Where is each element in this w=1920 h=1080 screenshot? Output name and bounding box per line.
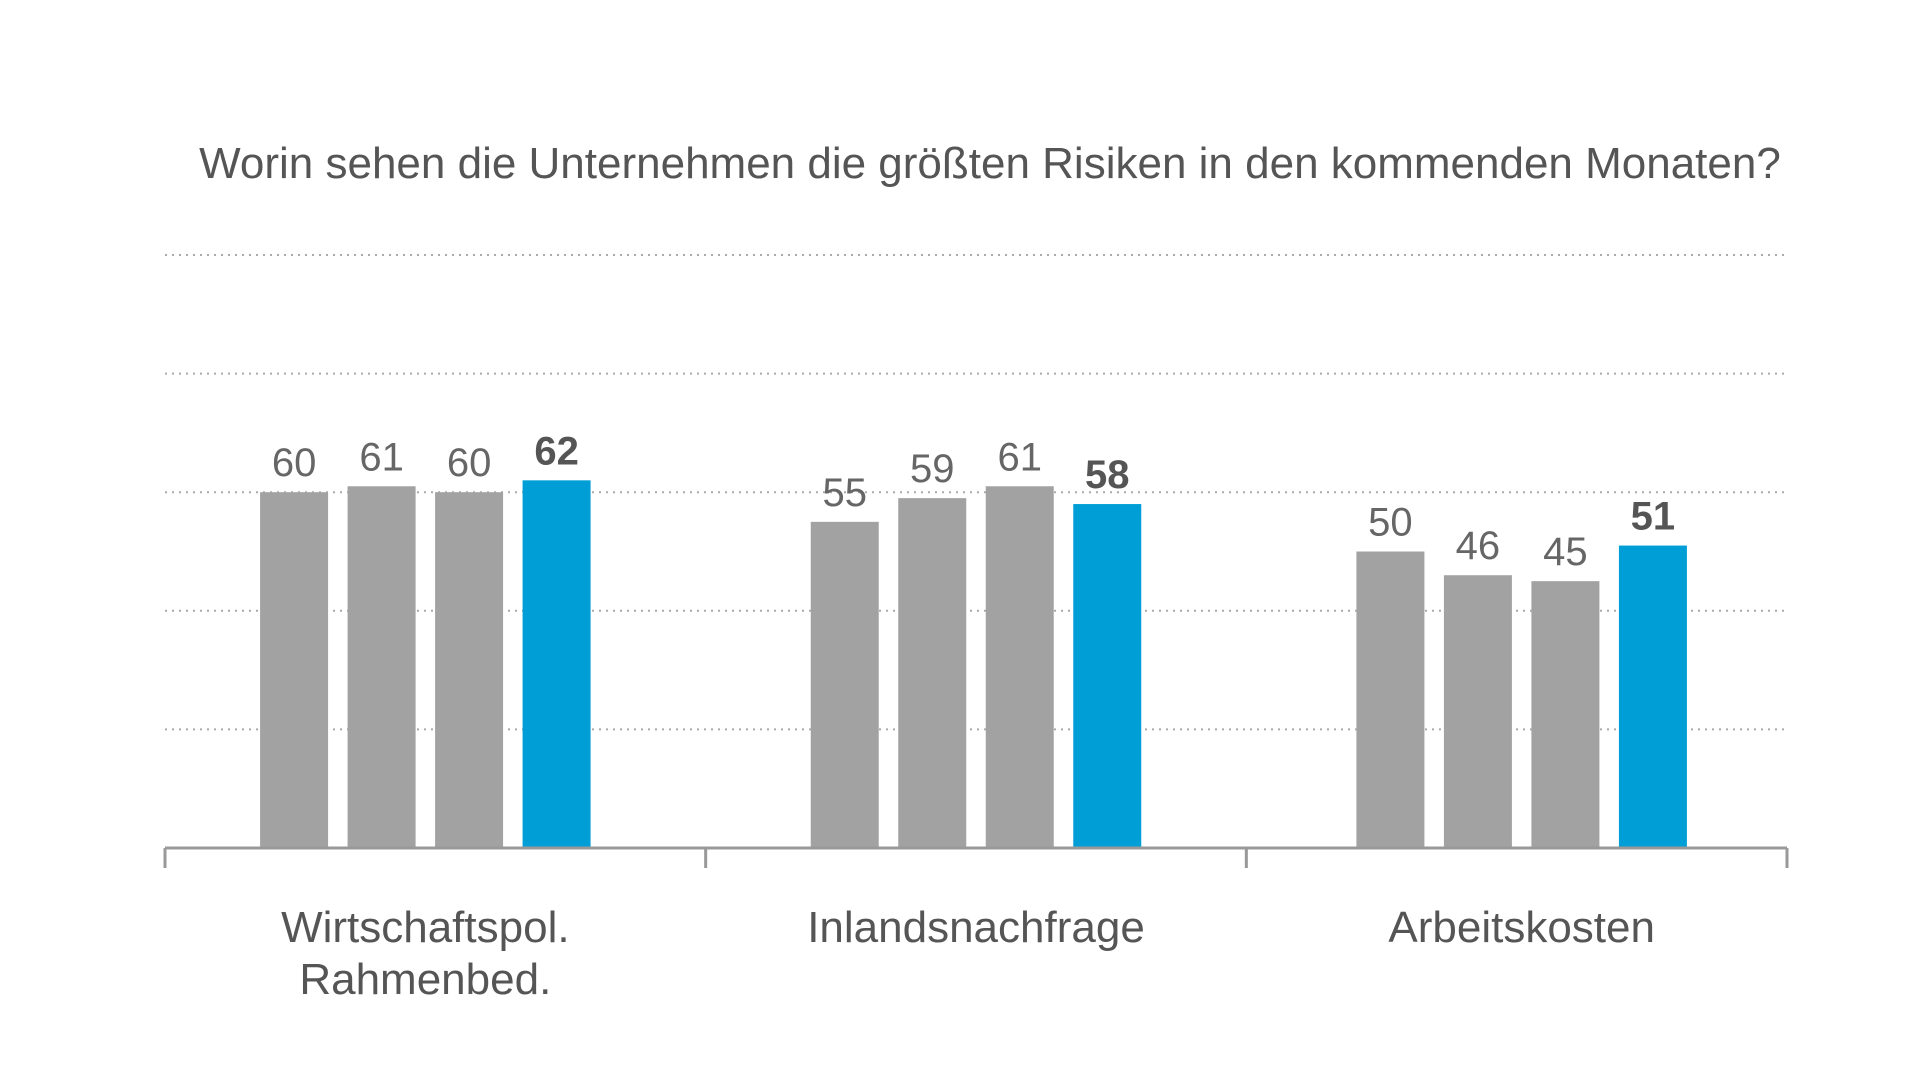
data-label-cat2-series0: 50 — [1368, 501, 1413, 545]
category-labels: Wirtschaftspol.Rahmenbed. Inlandsnachfrag… — [281, 903, 1655, 1004]
category-label-1-line0: Inlandsnachfrage — [807, 903, 1145, 952]
bar-cat1-series2 — [985, 486, 1054, 848]
data-label-cat2-series2: 45 — [1543, 530, 1588, 574]
data-label-cat1-series1: 59 — [910, 447, 955, 491]
data-label-cat0-series0: 60 — [272, 441, 317, 485]
bar-cat0-series2 — [435, 492, 504, 848]
bar-cat1-series0 — [810, 521, 879, 848]
data-label-cat0-series3: 62 — [534, 429, 579, 473]
bar-cat2-series0 — [1356, 551, 1425, 848]
gridlines — [165, 254, 1787, 731]
data-label-cat0-series1: 61 — [359, 435, 404, 479]
bar-cat0-series1 — [347, 486, 416, 848]
category-label-0-line0: Wirtschaftspol. — [281, 903, 570, 952]
data-label-cat1-series3: 58 — [1085, 453, 1130, 497]
chart-title: Worin sehen die Unternehmen die größten … — [199, 139, 1781, 188]
bar-cat0-series3 — [522, 480, 591, 848]
bar-cat2-series3 — [1618, 545, 1687, 848]
category-label-0-line1: Rahmenbed. — [299, 955, 551, 1004]
category-label-2-line0: Arbeitskosten — [1388, 903, 1655, 952]
bar-cat1-series1 — [898, 498, 967, 848]
bar-cat1-series3 — [1073, 504, 1142, 848]
data-label-cat2-series3: 51 — [1631, 495, 1676, 539]
value-labels: 60 61 60 62 55 59 61 58 50 46 45 51 — [272, 429, 1675, 574]
bar-cat0-series0 — [260, 492, 329, 848]
x-axis — [163, 846, 1789, 868]
data-label-cat2-series1: 46 — [1456, 524, 1501, 568]
data-label-cat1-series0: 55 — [823, 471, 868, 515]
bars — [260, 480, 1687, 848]
data-label-cat1-series2: 61 — [998, 435, 1043, 479]
bar-cat2-series2 — [1531, 581, 1600, 848]
data-label-cat0-series2: 60 — [447, 441, 492, 485]
bar-cat2-series1 — [1443, 575, 1512, 848]
